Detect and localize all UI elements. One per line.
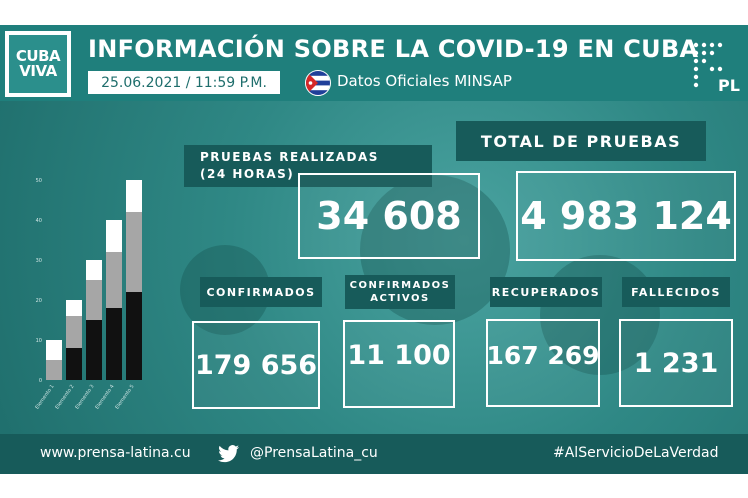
website-link[interactable]: www.prensa-latina.cu: [40, 445, 191, 461]
pruebas-realizadas-label: PRUEBAS REALIZADAS (24 HORAS): [184, 145, 432, 187]
chart-bar-segment: [66, 300, 82, 316]
total-pruebas-label: TOTAL DE PRUEBAS: [456, 121, 706, 161]
header: CUBA VIVA INFORMACIÓN SOBRE LA COVID-19 …: [0, 25, 748, 101]
chart-bar-segment: [66, 316, 82, 348]
x-tick-label: Elemento 1: [34, 384, 55, 411]
y-tick-label: 30: [36, 258, 42, 264]
pruebas-label-line2: (24 HORAS): [200, 167, 295, 181]
chart-bar-segment: [126, 212, 142, 292]
twitter-icon: [218, 445, 240, 463]
confirmados-activos-label: CONFIRMADOS ACTIVOS: [345, 275, 455, 309]
fallecidos-value: 1 231: [619, 319, 733, 407]
logo-text-line2: VIVA: [19, 62, 57, 80]
date-time-badge: 25.06.2021 / 11:59 P.M.: [88, 71, 280, 94]
x-tick-label: Elemento 5: [114, 384, 135, 411]
chart-bar-segment: [106, 220, 122, 252]
chart-bar-segment: [86, 320, 102, 380]
y-tick-label: 20: [36, 298, 42, 304]
prensa-latina-logo: PL: [693, 42, 740, 95]
confirmados-value: 179 656: [192, 321, 320, 409]
logo-text-line1: CUBA: [15, 47, 61, 65]
fallecidos-label: FALLECIDOS: [622, 277, 730, 307]
x-tick-label: Elemento 4: [94, 384, 115, 411]
chart-bar-segment: [126, 180, 142, 212]
confirmados-activos-value: 11 100: [343, 320, 455, 408]
chart-bar-segment: [46, 360, 62, 380]
chart-bar-segment: [106, 308, 122, 380]
y-tick-label: 10: [36, 338, 42, 344]
chart-bar-segment: [86, 280, 102, 320]
hashtag: #AlServicioDeLaVerdad: [553, 445, 719, 461]
chart-bar-segment: [126, 292, 142, 380]
y-tick-label: 40: [36, 218, 42, 224]
recuperados-label: RECUPERADOS: [490, 277, 602, 307]
infographic-card: CUBA VIVA INFORMACIÓN SOBRE LA COVID-19 …: [0, 25, 748, 474]
chart-bar-segment: [86, 260, 102, 280]
activos-label-line1: CONFIRMADOS: [349, 280, 451, 291]
recuperados-value: 167 269: [486, 319, 600, 407]
activos-label-line2: ACTIVOS: [370, 293, 430, 304]
chart-bar-segment: [66, 348, 82, 380]
x-tick-label: Elemento 3: [74, 384, 95, 411]
cuba-flag-icon: [305, 70, 331, 96]
pl-logo-text: PL: [718, 76, 740, 95]
cuba-viva-logo: CUBA VIVA: [5, 31, 71, 97]
data-source: Datos Oficiales MINSAP: [337, 72, 512, 90]
background-virus-shape: [540, 255, 660, 375]
total-pruebas-value: 4 983 124: [516, 171, 736, 261]
chart-bar-segment: [46, 340, 62, 360]
footer-bar: www.prensa-latina.cu @PrensaLatina_cu #A…: [0, 434, 748, 474]
page-title: INFORMACIÓN SOBRE LA COVID-19 EN CUBA: [88, 35, 699, 63]
pruebas-realizadas-value: 34 608: [298, 173, 480, 259]
y-tick-label: 0: [39, 378, 42, 384]
pruebas-label-line1: PRUEBAS REALIZADAS: [200, 150, 379, 164]
x-tick-label: Elemento 2: [54, 384, 75, 411]
chart-bar-segment: [106, 252, 122, 308]
confirmados-label: CONFIRMADOS: [200, 277, 322, 307]
twitter-handle[interactable]: @PrensaLatina_cu: [250, 445, 378, 461]
y-tick-label: 50: [36, 178, 42, 184]
